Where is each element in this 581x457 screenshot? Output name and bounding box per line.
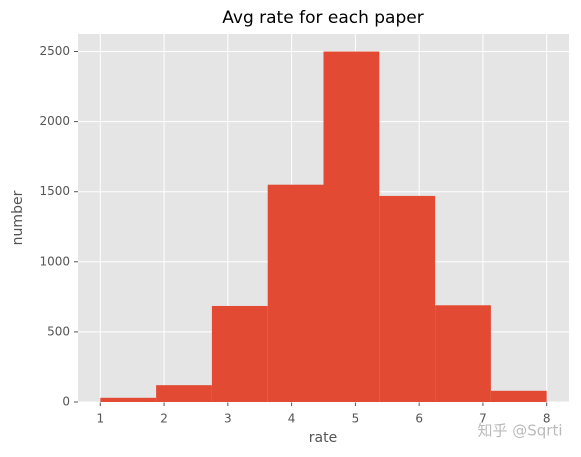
bar xyxy=(211,305,268,402)
bar xyxy=(267,184,324,402)
x-tick-label: 8 xyxy=(543,412,551,426)
bar xyxy=(100,397,157,402)
x-tick-label: 5 xyxy=(352,412,360,426)
y-tick-label: 500 xyxy=(47,324,70,338)
x-tick-label: 3 xyxy=(224,412,232,426)
bar xyxy=(156,385,212,402)
y-tick-label: 1000 xyxy=(39,254,70,268)
x-tick-label: 1 xyxy=(96,412,104,426)
x-tick-label: 7 xyxy=(479,412,487,426)
x-axis-label: rate xyxy=(309,430,337,446)
bar xyxy=(490,390,547,402)
bar xyxy=(379,195,436,402)
bar xyxy=(323,51,380,403)
x-tick-label: 2 xyxy=(160,412,168,426)
x-tick-label: 4 xyxy=(288,412,296,426)
chart-title: Avg rate for each paper xyxy=(222,8,423,28)
y-tick-label: 2000 xyxy=(39,114,70,128)
y-tick-label: 0 xyxy=(62,395,70,409)
y-tick-label: 2500 xyxy=(39,44,70,58)
watermark: 知乎 @Sqrti xyxy=(477,422,562,440)
bar xyxy=(435,305,491,402)
y-axis-label: number xyxy=(10,190,26,245)
x-tick-label: 6 xyxy=(415,412,423,426)
y-tick-label: 1500 xyxy=(39,184,70,198)
